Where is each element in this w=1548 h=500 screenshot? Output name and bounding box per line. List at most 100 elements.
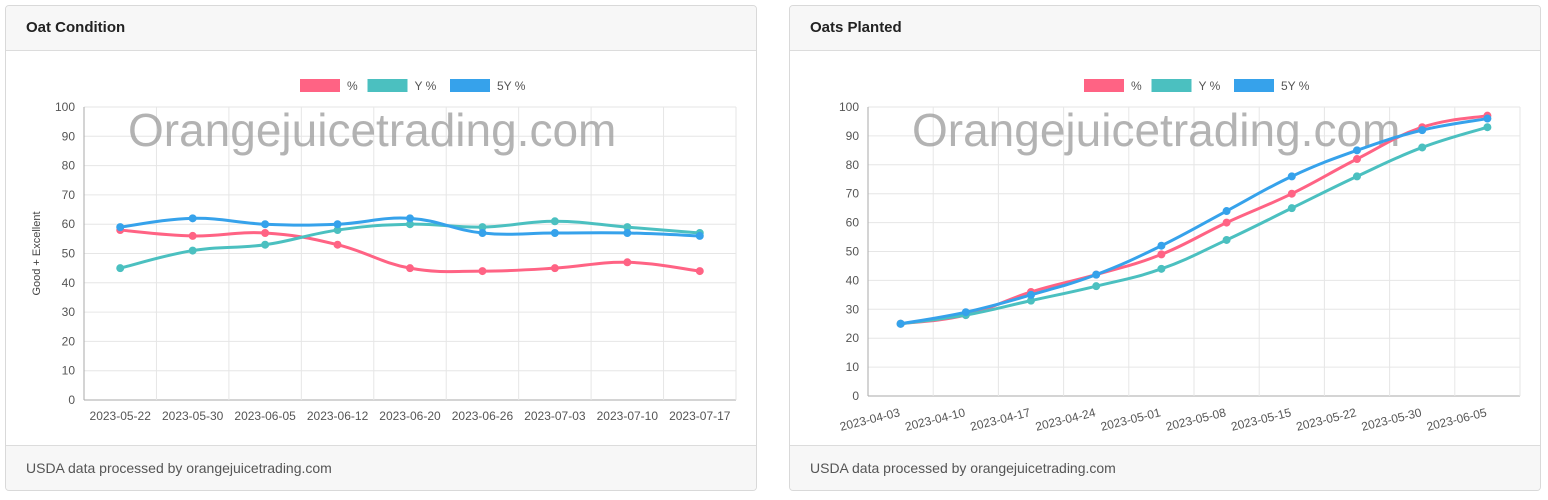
footer-text: USDA data processed by orangejuicetradin…	[810, 460, 1116, 476]
y-tick-label: 30	[62, 305, 76, 319]
legend[interactable]: % Y % 5Y %	[1084, 79, 1310, 93]
data-point[interactable]	[695, 231, 704, 240]
y-tick-label: 70	[846, 187, 860, 201]
data-point[interactable]	[1157, 241, 1166, 250]
legend-item[interactable]: 5Y %	[1234, 79, 1310, 93]
data-point[interactable]	[478, 267, 487, 276]
y-tick-label: 20	[62, 334, 76, 348]
data-point[interactable]	[1418, 143, 1427, 152]
data-point[interactable]	[1222, 207, 1231, 216]
legend-swatch	[367, 79, 408, 92]
legend-swatch	[300, 79, 340, 92]
y-tick-label: 80	[846, 158, 860, 172]
legend-swatch	[1234, 79, 1274, 92]
data-point[interactable]	[1287, 189, 1296, 198]
data-point[interactable]	[478, 228, 487, 237]
card-header: Oats Planted	[790, 6, 1540, 51]
data-point[interactable]	[961, 308, 970, 317]
y-tick-label: 100	[839, 100, 859, 114]
x-tick-label: 2023-06-20	[379, 409, 441, 423]
series-group	[116, 217, 704, 273]
legend-item[interactable]: %	[300, 79, 358, 93]
series-line	[900, 125, 1488, 326]
data-point[interactable]	[1157, 250, 1166, 259]
data-point[interactable]	[261, 228, 270, 237]
y-tick-label: 0	[68, 393, 75, 407]
data-point[interactable]	[1418, 126, 1427, 135]
legend-item[interactable]: %	[1084, 79, 1142, 93]
card-title: Oats Planted	[810, 19, 902, 36]
data-point[interactable]	[1483, 114, 1492, 123]
data-point[interactable]	[695, 267, 704, 276]
x-tick-label: 2023-04-10	[904, 405, 967, 434]
y-tick-label: 40	[846, 273, 860, 287]
data-point[interactable]	[896, 319, 905, 328]
y-tick-label: 90	[62, 129, 76, 143]
y-tick-label: 10	[846, 360, 860, 374]
data-point[interactable]	[1353, 155, 1361, 164]
legend-label: %	[347, 79, 358, 93]
data-point[interactable]	[623, 228, 632, 237]
card-body: 0 10 20 30 40 50 60 70 80 90 100 2023-04-03 2023-04-…	[790, 51, 1540, 446]
legend-label: %	[1131, 79, 1142, 93]
x-tick-label: 2023-05-22	[1295, 405, 1358, 434]
x-tick-label: 2023-05-15	[1230, 405, 1293, 434]
data-point[interactable]	[1287, 172, 1296, 181]
y-tick-label: 100	[55, 100, 75, 114]
legend-item[interactable]: Y %	[367, 79, 437, 93]
legend-label: Y %	[1199, 79, 1221, 93]
data-point[interactable]	[550, 228, 559, 237]
legend-label: 5Y %	[497, 79, 526, 93]
data-point[interactable]	[188, 231, 197, 240]
y-tick-label: 60	[62, 217, 76, 231]
x-tick-label: 2023-04-24	[1034, 405, 1097, 434]
legend-swatch	[1151, 79, 1192, 92]
data-point[interactable]	[1353, 172, 1361, 181]
data-point[interactable]	[1483, 123, 1492, 132]
legend-item[interactable]: Y %	[1151, 79, 1221, 93]
data-point[interactable]	[1222, 235, 1231, 244]
card-title: Oat Condition	[26, 19, 126, 36]
legend-item[interactable]: 5Y %	[450, 79, 526, 93]
data-point[interactable]	[1287, 204, 1296, 213]
data-point[interactable]	[261, 240, 270, 249]
data-point[interactable]	[623, 258, 632, 267]
data-point[interactable]	[188, 246, 197, 255]
x-tick-label: 2023-05-22	[90, 409, 152, 423]
data-point[interactable]	[406, 264, 414, 273]
data-point[interactable]	[261, 220, 270, 229]
data-point[interactable]	[116, 223, 125, 232]
y-tick-label: 10	[62, 364, 76, 378]
x-tick-label: 2023-05-08	[1164, 405, 1227, 434]
card-body: 0 10 20 30 40 50 60 70 80 90 100 2023-05-22 2023-05-…	[6, 51, 756, 446]
y-tick-label: 40	[62, 276, 76, 290]
y-tick-label: 30	[846, 302, 860, 316]
y-tick-label: 50	[62, 247, 76, 261]
y-tick-label: 0	[852, 389, 859, 403]
data-point[interactable]	[1353, 146, 1361, 155]
data-point[interactable]	[550, 217, 559, 226]
data-point[interactable]	[188, 214, 197, 223]
data-point[interactable]	[116, 264, 125, 273]
grid	[867, 106, 1521, 397]
data-point[interactable]	[550, 264, 559, 273]
data-point[interactable]	[1222, 218, 1231, 227]
legend[interactable]: % Y % 5Y %	[300, 79, 526, 93]
series-group	[116, 214, 704, 240]
y-tick-label: 60	[846, 216, 860, 230]
data-point[interactable]	[1157, 264, 1166, 273]
y-tick-label: 70	[62, 188, 76, 202]
data-point[interactable]	[1027, 290, 1035, 299]
card-footer: USDA data processed by orangejuicetradin…	[790, 445, 1540, 490]
data-point[interactable]	[1092, 270, 1101, 279]
data-point[interactable]	[1092, 282, 1101, 291]
x-tick-label: 2023-05-01	[1099, 405, 1162, 434]
x-tick-label: 2023-06-26	[452, 409, 514, 423]
footer-text: USDA data processed by orangejuicetradin…	[26, 460, 332, 476]
data-point[interactable]	[333, 240, 342, 249]
data-point[interactable]	[333, 220, 342, 229]
legend-label: 5Y %	[1281, 79, 1310, 93]
series-line	[900, 117, 1488, 326]
data-point[interactable]	[406, 214, 414, 223]
oat-condition-chart: 0 10 20 30 40 50 60 70 80 90 100 2023-05-22 2023-05-…	[31, 79, 737, 423]
